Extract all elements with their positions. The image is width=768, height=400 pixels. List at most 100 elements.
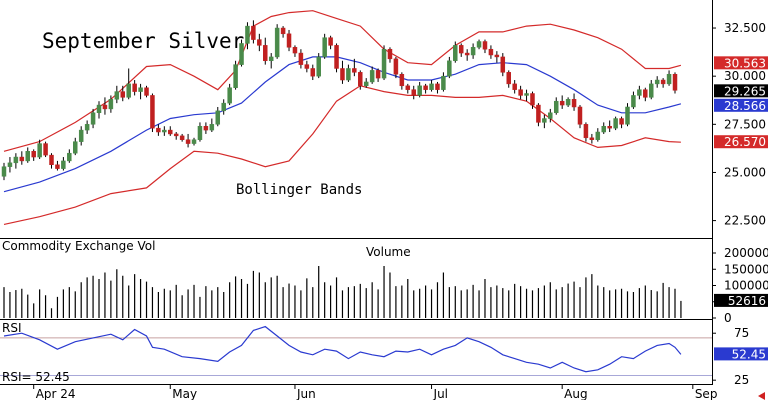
candle	[316, 53, 321, 79]
candle	[411, 85, 416, 100]
candle	[221, 99, 226, 115]
candle	[577, 105, 583, 129]
candle	[607, 120, 612, 133]
candle	[571, 93, 577, 111]
candle	[393, 56, 399, 79]
volume-y-tick: 150000	[724, 262, 768, 276]
candle	[78, 126, 84, 146]
candle	[387, 47, 393, 63]
candle	[114, 85, 120, 104]
candle	[292, 45, 298, 57]
candle	[553, 97, 559, 115]
candle	[559, 95, 565, 109]
candle	[476, 39, 482, 50]
candle	[423, 83, 428, 94]
candle	[37, 139, 42, 159]
candle	[304, 60, 310, 73]
price-y-tick: 27.500	[724, 117, 766, 131]
candle	[7, 157, 13, 173]
x-axis-month-label: May	[172, 387, 197, 400]
candle	[601, 122, 606, 134]
candle	[352, 58, 357, 77]
rsi-y-tick: 75	[734, 326, 749, 340]
price-y-tick: 30.000	[724, 69, 766, 83]
candle	[619, 116, 624, 129]
candle	[506, 70, 511, 88]
candle	[512, 80, 517, 94]
candle	[209, 118, 215, 133]
candle	[43, 141, 48, 158]
candle	[126, 68, 131, 100]
candle	[55, 160, 60, 171]
candle	[173, 132, 179, 140]
candle	[215, 106, 221, 127]
candle	[524, 89, 529, 102]
scroll-right-arrow-icon[interactable]	[758, 392, 765, 400]
candle	[203, 122, 209, 134]
candle	[470, 43, 476, 59]
volume-y-tick: 0	[724, 311, 732, 325]
candle	[84, 120, 90, 134]
candle	[90, 108, 96, 129]
candle	[625, 103, 630, 127]
candle	[197, 122, 203, 142]
candle	[375, 68, 381, 82]
candle	[286, 29, 292, 52]
candle	[102, 97, 108, 115]
candle	[67, 149, 72, 163]
candle	[494, 51, 500, 63]
candle	[162, 126, 167, 136]
upper-band-value-tag: 30.563	[724, 56, 766, 70]
candle	[298, 49, 304, 69]
candle	[654, 76, 660, 88]
candle	[643, 87, 648, 102]
candle	[536, 103, 541, 127]
candle	[227, 83, 232, 106]
candle	[120, 85, 126, 102]
rsi-readout: RSI= 52.45	[2, 370, 70, 384]
chart-title: September Silver	[42, 29, 244, 53]
candle	[144, 85, 149, 98]
candle	[595, 128, 601, 142]
candle	[108, 95, 114, 113]
close-value-tag: 29.265	[724, 84, 766, 98]
lower-band-value-tag: 26.570	[724, 135, 766, 149]
candle	[613, 116, 618, 131]
candle	[280, 26, 286, 38]
candle	[233, 60, 238, 90]
price-y-tick: 32.500	[724, 21, 766, 35]
candle	[25, 147, 31, 163]
candle	[583, 122, 589, 142]
candle	[660, 78, 666, 88]
bands-annotation: Bollinger Bands	[236, 182, 362, 198]
candle	[191, 137, 197, 146]
volume-value-tag: 52616	[728, 294, 766, 308]
upper-band-value-tag-box	[714, 56, 768, 70]
candle	[405, 83, 411, 94]
candle	[334, 43, 339, 73]
lower-band-value-tag-box	[714, 135, 768, 149]
candle	[257, 33, 262, 52]
rsi-y-tick: 25	[734, 373, 749, 387]
x-axis-month-label: Jun	[296, 387, 316, 400]
volume-value-tag-box	[714, 293, 768, 307]
candle	[73, 137, 78, 156]
candle	[631, 91, 636, 109]
candle	[672, 72, 678, 94]
candle	[251, 20, 256, 44]
candle	[328, 35, 333, 50]
candle	[358, 70, 363, 90]
candle	[500, 53, 506, 77]
candle	[453, 41, 458, 63]
candle	[263, 37, 268, 65]
price-y-tick: 22.500	[724, 214, 766, 228]
price-panel	[0, 0, 712, 238]
candle	[156, 124, 161, 136]
candle	[150, 93, 155, 133]
candle	[245, 22, 250, 50]
candle	[447, 56, 452, 79]
candle	[666, 70, 672, 86]
candle	[482, 39, 488, 54]
candle	[637, 85, 642, 100]
candle	[274, 24, 280, 59]
